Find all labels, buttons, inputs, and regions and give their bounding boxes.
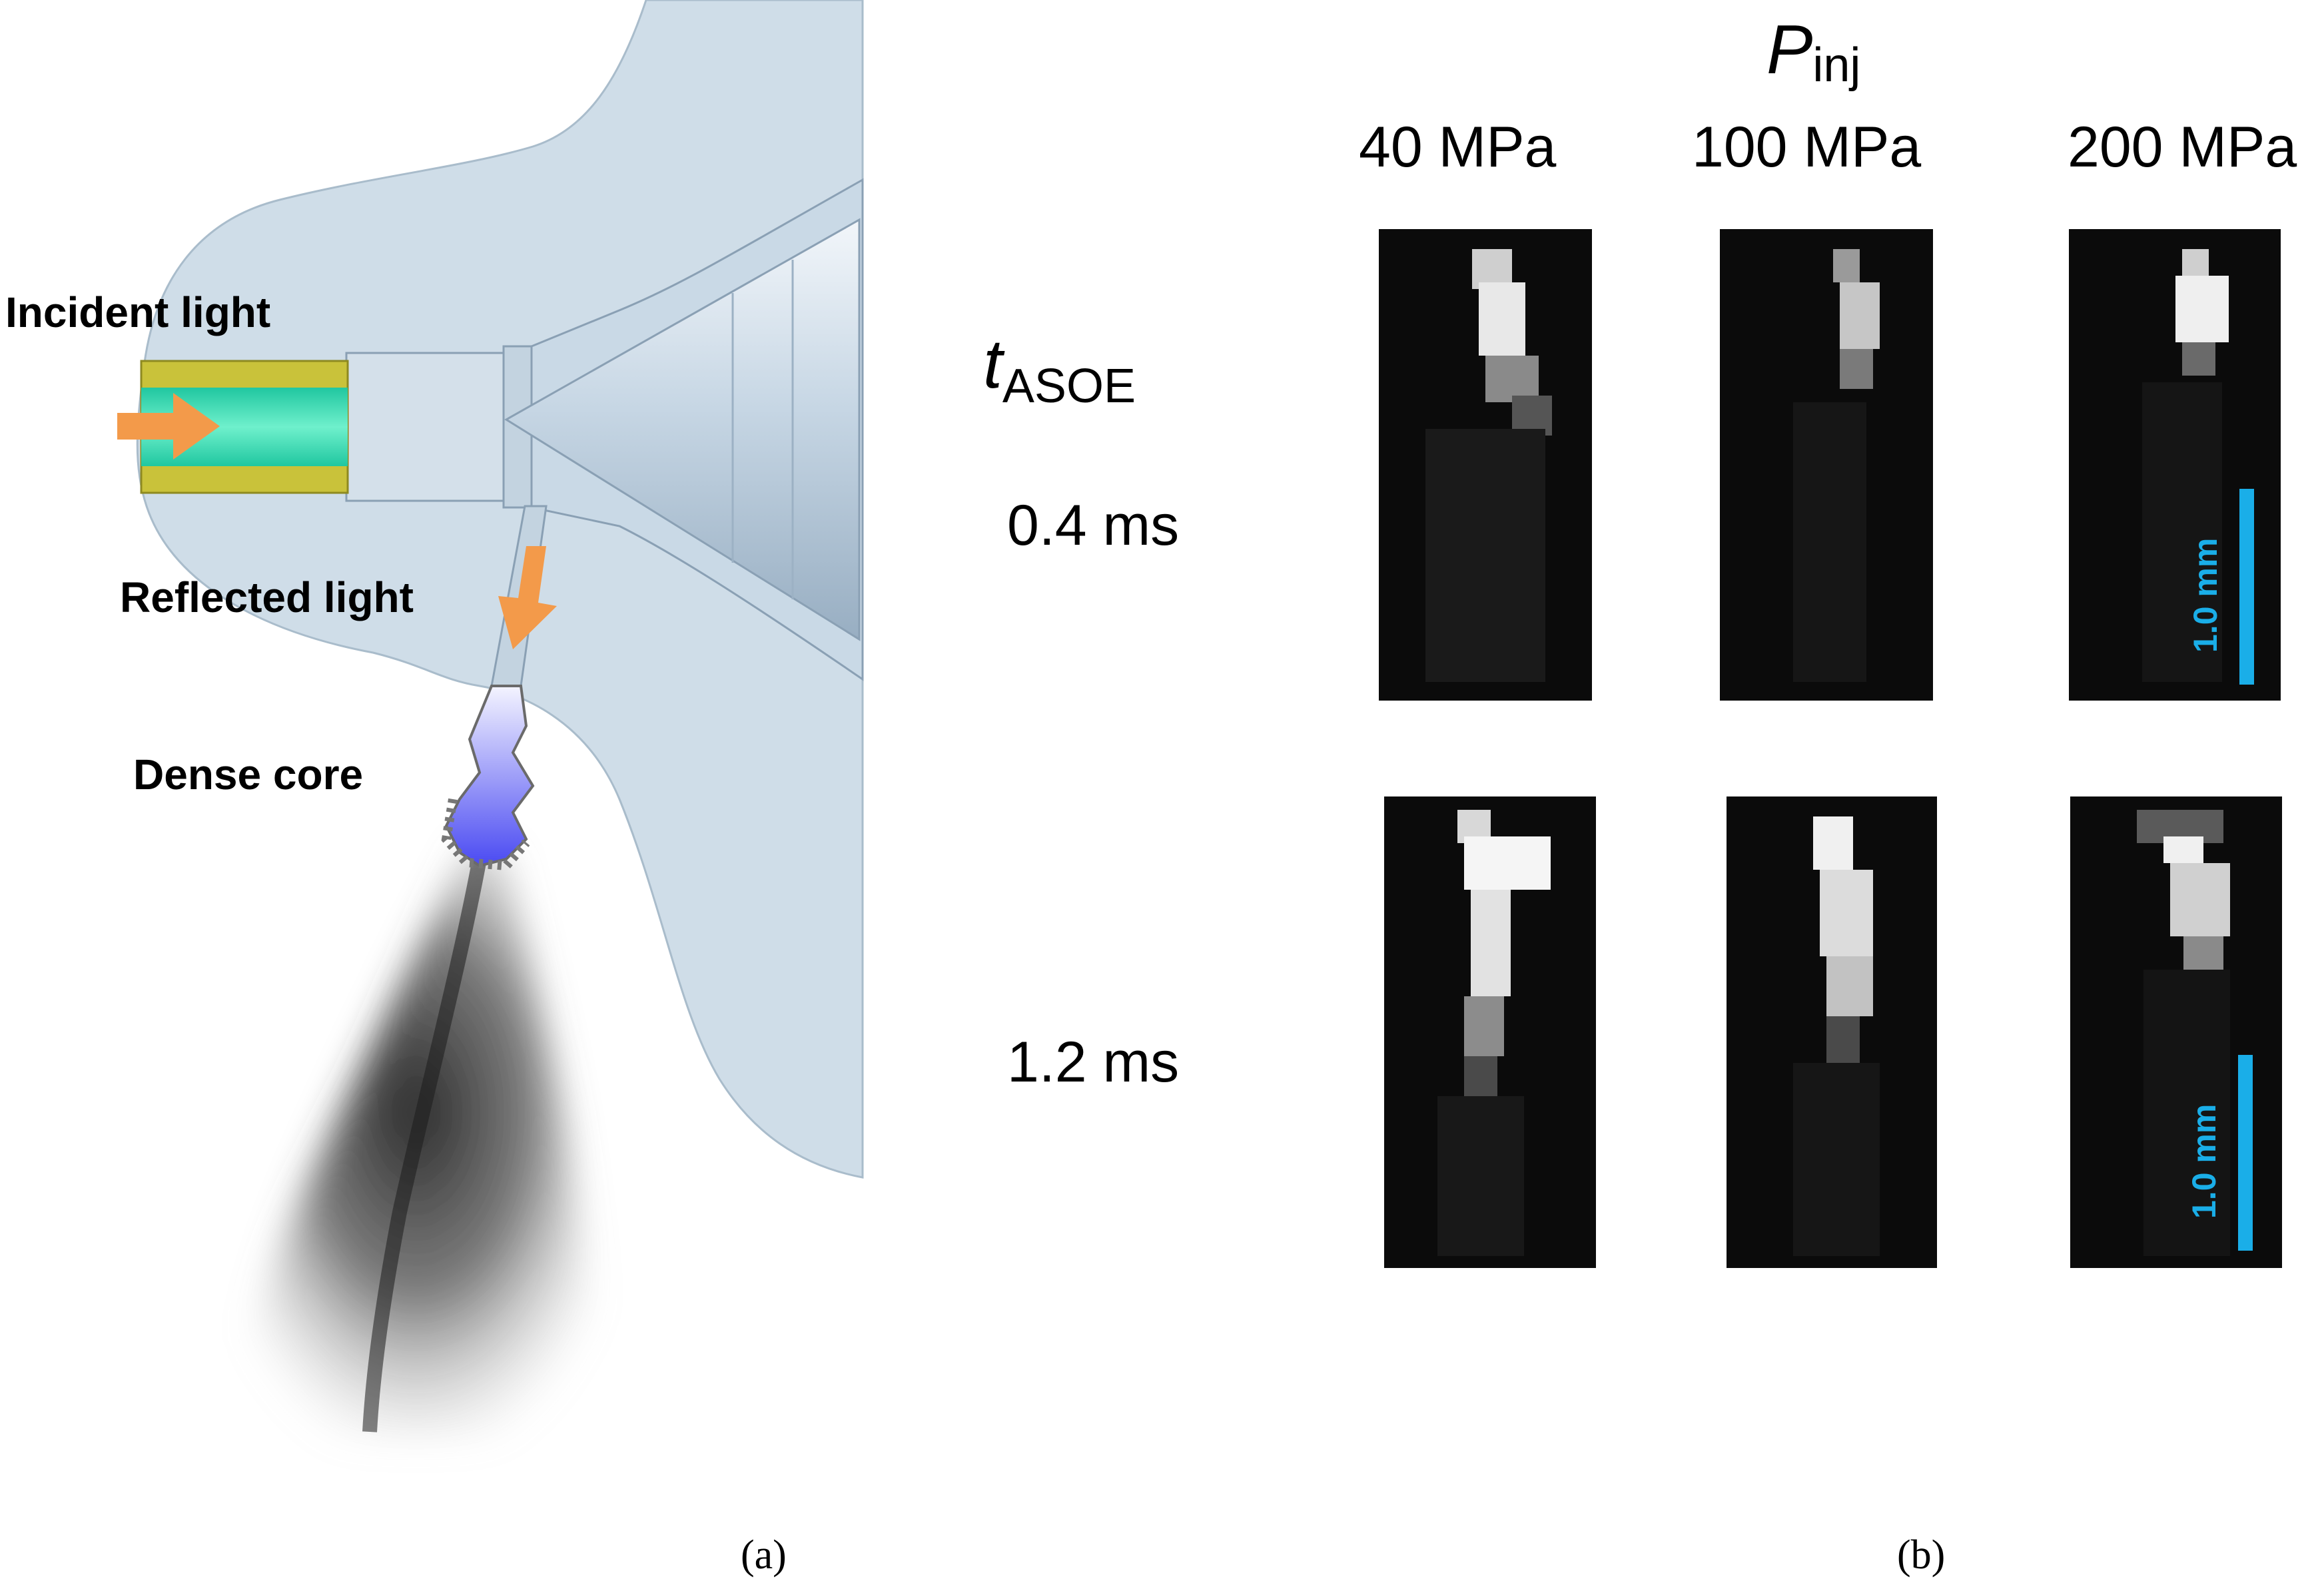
- reflected-light-label: Reflected light: [120, 573, 414, 621]
- panel-b-caption: (b): [1897, 1532, 1946, 1578]
- tasoe-subscript: ASOE: [1002, 360, 1136, 413]
- frame-1-2ms-40mpa: [1384, 796, 1596, 1268]
- spray-streak: [362, 857, 487, 1432]
- flash-blob: [2137, 810, 2230, 1256]
- frame-0-4ms-40mpa: [1379, 229, 1592, 701]
- reflected-light-arrow: [498, 546, 557, 649]
- probe-cone-edge: [731, 260, 794, 599]
- flash-blob: [1793, 816, 1880, 1256]
- incident-light-label: Incident light: [5, 288, 271, 336]
- scale-bar-label-row2: 1.0 mm: [2185, 1104, 2223, 1219]
- flash-blob: [1425, 249, 1552, 682]
- frame-1-2ms-100mpa: [1727, 796, 1937, 1268]
- probe-connector: [345, 352, 508, 502]
- flash-blob: [1437, 810, 1551, 1256]
- pinj-title: Pinj: [1766, 11, 1860, 93]
- scale-bar-label-row1: 1.0 mm: [2187, 537, 2224, 653]
- column-header-200: 200 MPa: [2068, 115, 2297, 179]
- probe-cone: [504, 218, 861, 641]
- dense-core-fringe: [441, 798, 530, 871]
- frame-0-4ms-100mpa: [1720, 229, 1933, 701]
- tasoe-symbol: t: [983, 326, 1002, 403]
- flash-blob: [2142, 249, 2229, 682]
- row-header-1-2ms: 1.2 ms: [1007, 1030, 1180, 1094]
- incident-light-arrow: [117, 393, 220, 460]
- column-header-40: 40 MPa: [1359, 115, 1557, 179]
- column-header-100: 100 MPa: [1692, 115, 1922, 179]
- pinj-subscript: inj: [1812, 39, 1861, 92]
- tasoe-title: tASOE: [983, 325, 1136, 414]
- dense-core: [444, 685, 535, 868]
- scale-bar-row2: [2238, 1055, 2253, 1251]
- scale-bar-row1: [2239, 489, 2254, 685]
- panel-a-caption: (a): [741, 1532, 787, 1578]
- flash-blob: [1793, 249, 1880, 682]
- row-header-0-4ms: 0.4 ms: [1007, 493, 1180, 557]
- pinj-symbol: P: [1766, 11, 1813, 89]
- dense-core-label: Dense core: [133, 751, 364, 798]
